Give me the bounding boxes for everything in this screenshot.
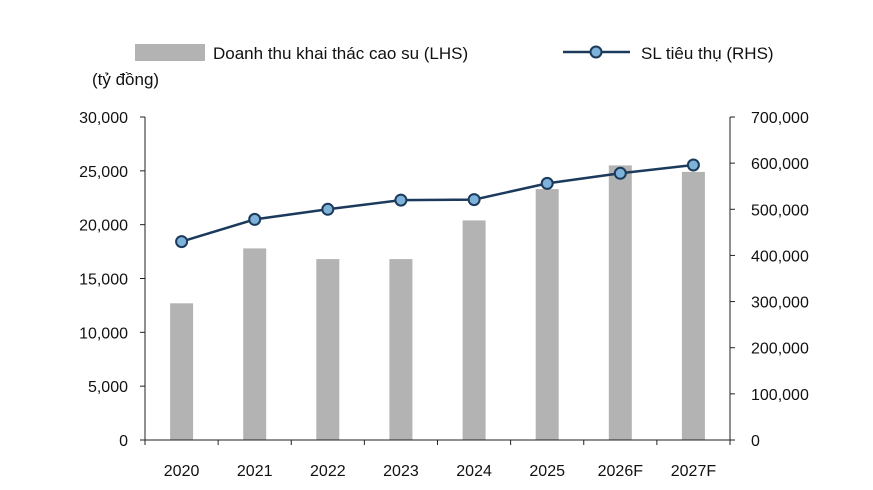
- bar-2025: [535, 189, 559, 440]
- legend-line-marker: [589, 45, 603, 59]
- legend: Doanh thu khai thác cao su (LHS) SL tiêu…: [135, 44, 774, 63]
- right-tick-label: 400,000: [751, 248, 809, 265]
- line-point-2022: [321, 202, 335, 216]
- x-tick-label: 2024: [456, 463, 492, 480]
- bar-2023: [389, 259, 413, 440]
- left-tick-label: 0: [119, 433, 128, 450]
- right-tick-label: 600,000: [751, 156, 809, 173]
- bar-2021: [243, 248, 267, 440]
- bar-2022: [316, 259, 340, 440]
- line-point-2027F: [686, 158, 700, 172]
- x-tick-label: 2026F: [598, 463, 644, 480]
- tick-labels: 0 5,000 10,000 15,000 20,000 25,000 30,000 0 100…: [79, 110, 809, 480]
- bar-2020: [170, 303, 194, 440]
- x-tick-label: 2022: [310, 463, 346, 480]
- right-tick-label: 500,000: [751, 202, 809, 219]
- bar-series: [170, 165, 705, 440]
- left-tick-label: 5,000: [88, 379, 128, 396]
- right-tick-label: 100,000: [751, 387, 809, 404]
- legend-bar-label: Doanh thu khai thác cao su (LHS): [213, 44, 468, 63]
- line-series: [175, 158, 700, 249]
- legend-bar-swatch: [135, 44, 205, 61]
- left-tick-label: 10,000: [79, 325, 128, 342]
- right-tick-label: 200,000: [751, 341, 809, 358]
- left-axis-unit-label: (tỷ đồng): [92, 70, 159, 89]
- bar-2027F: [681, 171, 705, 440]
- x-tick-label: 2020: [164, 463, 200, 480]
- bar-2024: [462, 220, 486, 440]
- line-point-2025: [540, 176, 554, 190]
- right-tick-label: 300,000: [751, 295, 809, 312]
- line-point-2020: [175, 235, 189, 249]
- left-tick-label: 25,000: [79, 164, 128, 181]
- x-tick-label: 2025: [529, 463, 565, 480]
- left-tick-label: 30,000: [79, 110, 128, 127]
- left-tick-label: 15,000: [79, 272, 128, 289]
- x-tick-label: 2023: [383, 463, 419, 480]
- legend-line-label: SL tiêu thụ (RHS): [641, 44, 774, 63]
- bar-2026F: [608, 165, 632, 440]
- x-tick-label: 2021: [237, 463, 273, 480]
- line-point-2024: [467, 193, 481, 207]
- right-tick-label: 700,000: [751, 110, 809, 127]
- x-tick-label: 2027F: [671, 463, 717, 480]
- axes: [140, 116, 735, 445]
- left-tick-label: 20,000: [79, 218, 128, 235]
- line-point-2023: [394, 193, 408, 207]
- line-path: [181, 163, 694, 243]
- right-tick-label: 0: [751, 433, 760, 450]
- line-point-2026F: [613, 166, 627, 180]
- line-point-2021: [248, 212, 262, 226]
